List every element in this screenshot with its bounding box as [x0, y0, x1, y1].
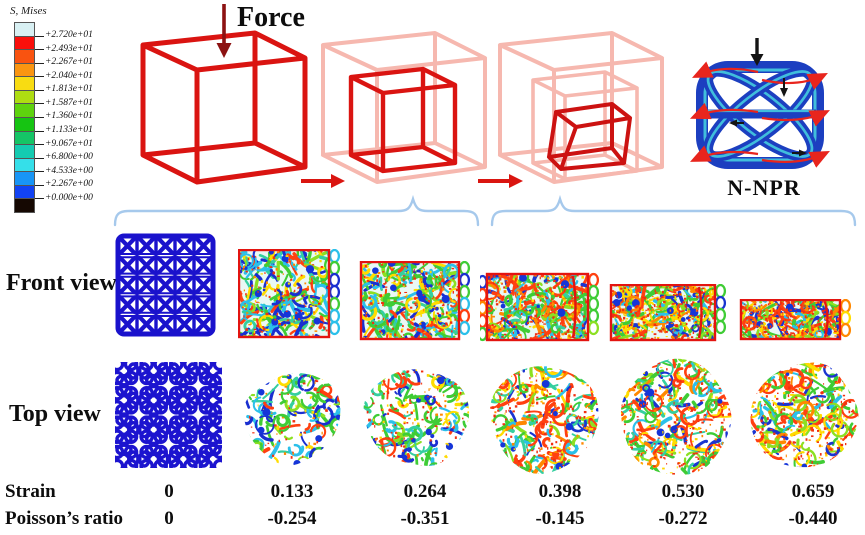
legend-value: +6.800e+00	[45, 152, 93, 163]
poisson-value: -0.272	[658, 508, 708, 529]
front-view-row-label: Front view	[6, 270, 117, 296]
poisson-value: -0.440	[788, 508, 838, 529]
legend-value: +4.533e+00	[45, 165, 93, 176]
poisson-value: -0.145	[535, 508, 585, 529]
legend-tick	[35, 62, 44, 64]
legend-value: +1.360e+01	[45, 111, 93, 122]
pale-cube-stage3-middle	[531, 70, 639, 181]
legend-tick	[35, 157, 44, 159]
poisson-row-label: Poisson’s ratio	[5, 508, 124, 529]
legend-value: +1.587e+01	[45, 97, 93, 108]
front-view-panel-3	[358, 261, 478, 341]
legend-tick	[35, 103, 44, 105]
stress-legend: S, Mises +2.720e+01 +2.493e+01 +2.267e+01 +…	[6, 4, 118, 216]
legend-swatch	[14, 198, 35, 213]
legend-tick	[35, 116, 44, 118]
strain-value: 0.530	[661, 481, 705, 502]
force-arrow-icon	[216, 4, 232, 58]
poisson-value: 0	[164, 508, 174, 529]
legend-tick	[35, 184, 44, 186]
right-arrow-2-icon	[478, 174, 523, 188]
legend-tick	[35, 130, 44, 132]
legend-value: +1.133e+01	[45, 125, 93, 136]
legend-tick	[35, 198, 44, 200]
legend-value: +2.040e+01	[45, 70, 93, 81]
legend-tick	[35, 76, 44, 78]
front-view-panel-6	[736, 299, 858, 341]
front-view-panel-5	[607, 284, 734, 342]
npr-rotation-arrows	[689, 61, 830, 168]
legend-tick	[35, 49, 44, 51]
top-view-panel-6	[742, 351, 865, 481]
front-view-panel-1	[115, 233, 216, 337]
strain-row-label: Strain	[5, 481, 56, 502]
right-arrow-1-icon	[301, 174, 345, 188]
top-view-panel-4	[480, 353, 609, 481]
strain-value: 0.133	[270, 481, 314, 502]
legend-value: +2.267e+00	[45, 179, 93, 190]
front-view-panel-4	[480, 272, 606, 342]
brace-right	[490, 194, 857, 227]
top-view-panel-5	[610, 351, 743, 483]
legend-value: +2.267e+01	[45, 57, 93, 68]
compression-schematic	[113, 4, 857, 227]
top-view-panel-2	[236, 359, 353, 473]
pale-cube-stage3-outer	[498, 31, 664, 184]
front-view-panel-2	[238, 249, 346, 339]
legend-value: +0.000e+00	[45, 192, 93, 203]
legend-tick	[35, 35, 44, 37]
npr-load-arrows	[729, 38, 807, 157]
pale-cube-stage2	[321, 31, 487, 184]
strain-value: 0.659	[791, 481, 835, 502]
legend-title: S, Mises	[10, 5, 47, 17]
strain-value: 0.264	[403, 481, 447, 502]
brace-left	[113, 194, 480, 227]
npr-label: N-NPR	[727, 175, 801, 200]
legend-value: +1.813e+01	[45, 84, 93, 95]
force-label: Force	[237, 2, 305, 33]
poisson-value: -0.254	[267, 508, 317, 529]
red-cube-stage3-twisted	[547, 102, 632, 171]
poisson-value: -0.351	[400, 508, 450, 529]
red-cube-stage2	[348, 66, 458, 174]
legend-tick	[35, 89, 44, 91]
top-view-panel-1	[115, 362, 222, 468]
red-cube-stage1	[140, 30, 308, 185]
top-view-row-label: Top view	[9, 401, 101, 427]
legend-value: +2.493e+01	[45, 43, 93, 54]
top-view-panel-3	[356, 355, 479, 478]
legend-value: +2.720e+01	[45, 30, 93, 41]
legend-tick	[35, 171, 44, 173]
strain-value: 0.398	[538, 481, 582, 502]
npr-unit-cell	[689, 38, 830, 169]
legend-tick	[35, 144, 44, 146]
legend-value: +9.067e+01	[45, 138, 93, 149]
strain-value: 0	[164, 481, 174, 502]
